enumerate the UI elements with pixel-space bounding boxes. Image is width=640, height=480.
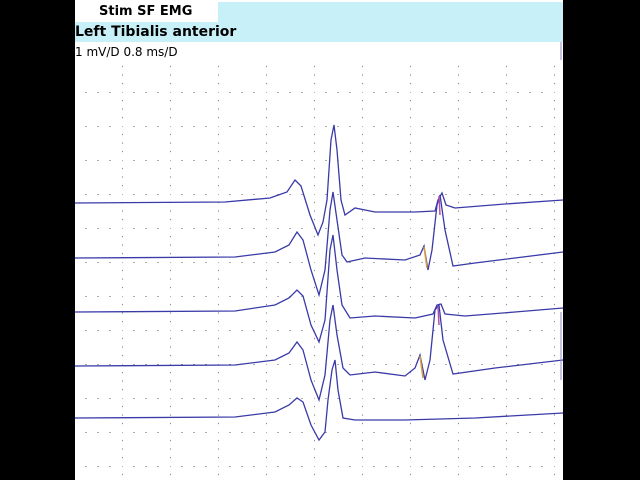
trace-panel: Stim SF EMG Left Tibialis anterior 1 mV/… — [75, 0, 563, 480]
peak-marker — [437, 305, 440, 326]
trace-area — [75, 40, 563, 480]
scale-label: 1 mV/D 0.8 ms/D — [75, 45, 178, 59]
markers — [419, 195, 441, 379]
peak-marker — [438, 195, 441, 216]
header-row: Stim SF EMG — [75, 2, 563, 22]
grid — [75, 62, 563, 480]
traces — [75, 124, 563, 442]
trace — [75, 124, 563, 237]
peak-marker — [423, 246, 428, 269]
peak-marker — [419, 355, 424, 379]
trace — [75, 303, 563, 403]
muscle-label: Left Tibialis anterior — [75, 22, 563, 42]
mode-label: Stim SF EMG — [75, 2, 218, 22]
trace — [75, 359, 563, 442]
trace — [75, 234, 563, 344]
